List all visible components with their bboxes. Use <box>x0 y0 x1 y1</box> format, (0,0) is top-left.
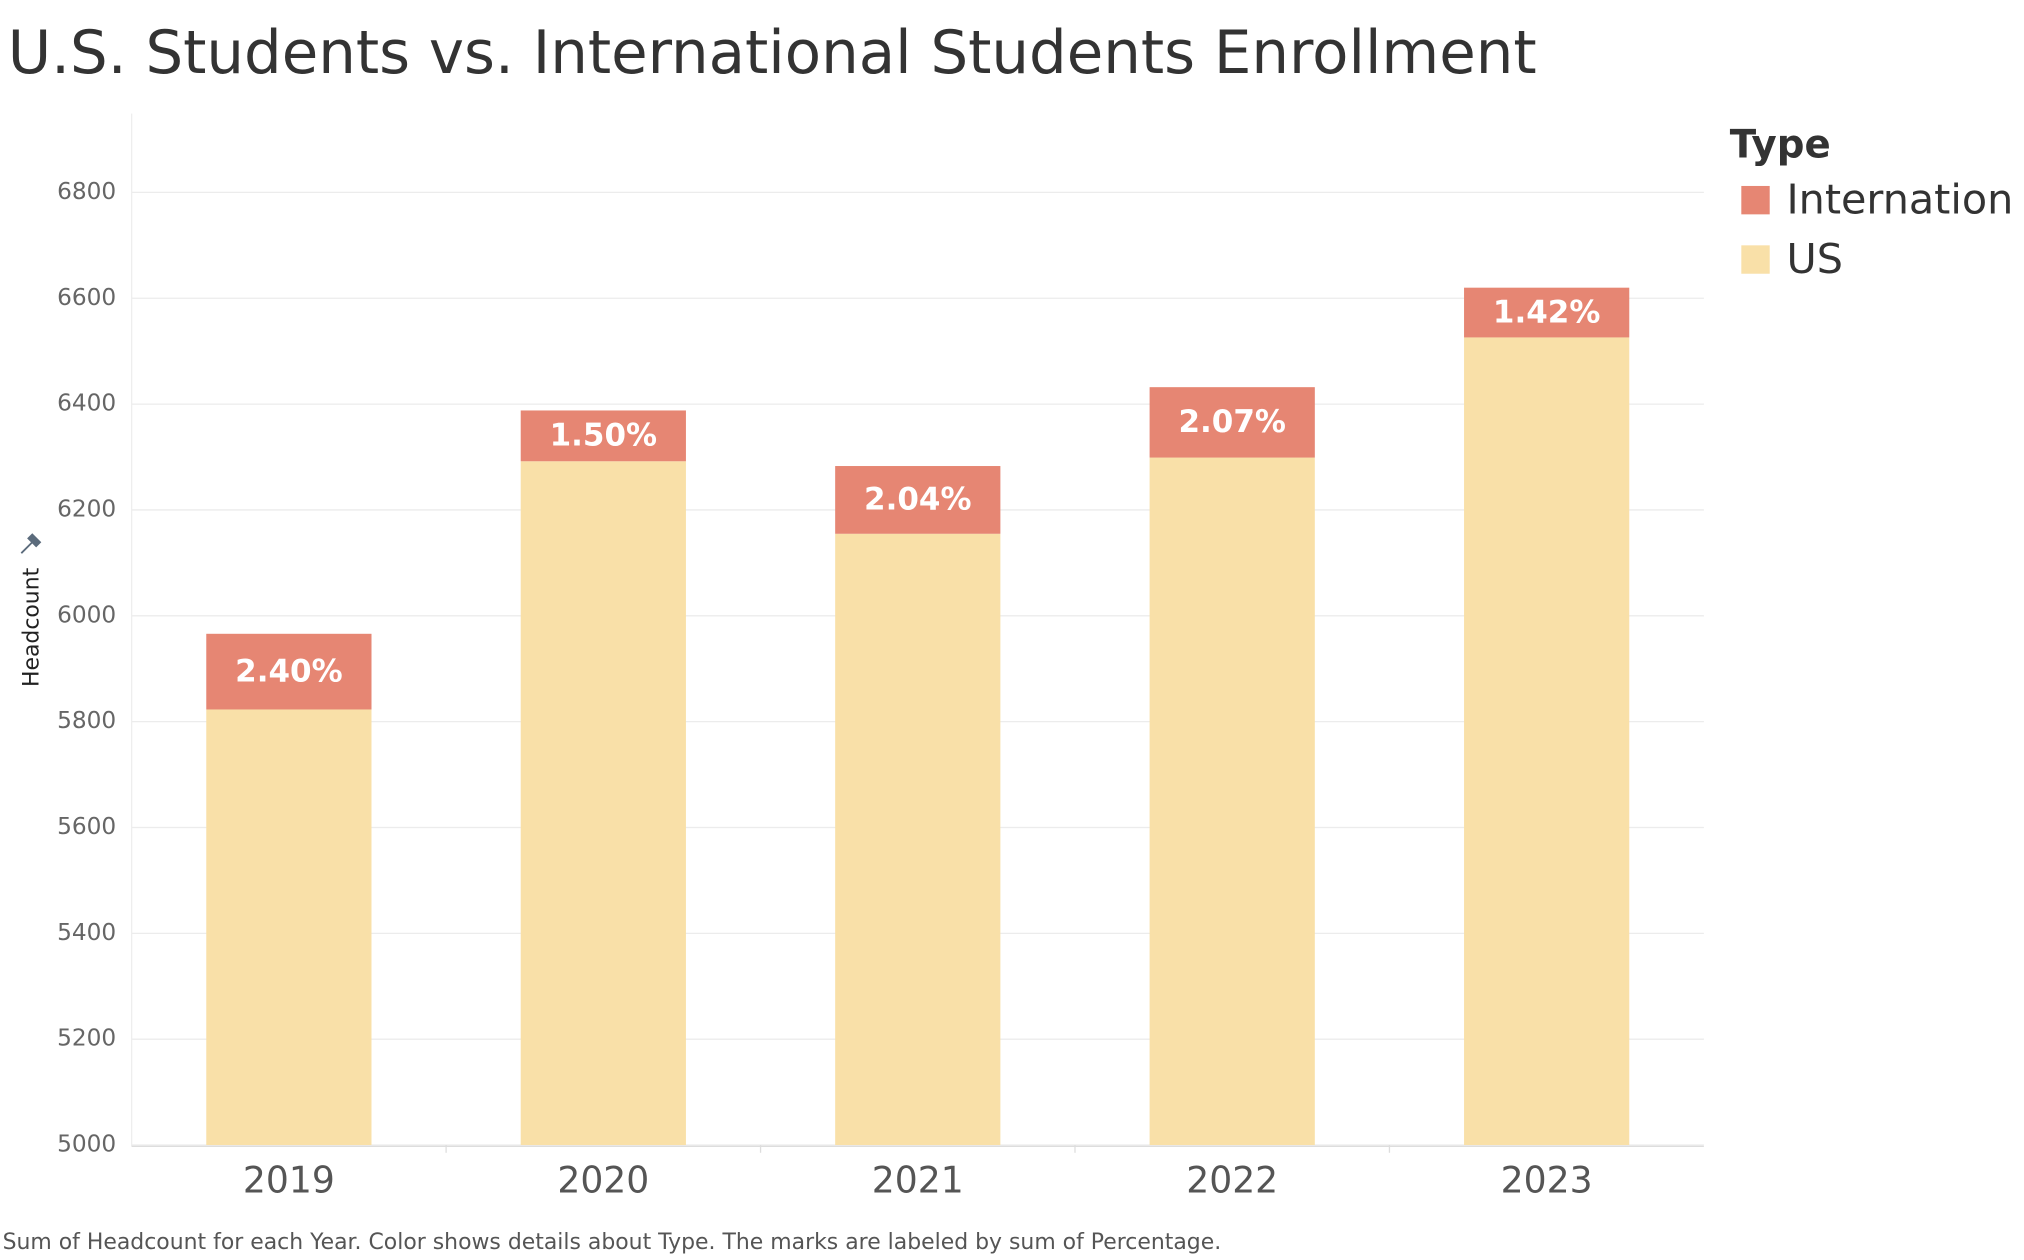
y-tick-label: 5200 <box>57 1025 116 1052</box>
y-tick-label: 6400 <box>57 390 116 417</box>
bar-segment <box>1149 457 1315 1146</box>
chart-title: U.S. Students vs. International Students… <box>8 19 1537 88</box>
bar-segment <box>520 410 686 462</box>
x-tick-label: 2021 <box>872 1158 964 1201</box>
y-tick-label: 6200 <box>57 495 116 522</box>
bar-segment <box>835 466 1001 534</box>
y-tick-label: 5800 <box>57 707 116 734</box>
data-label: 2.07% <box>1178 404 1285 440</box>
caption: Sum of Headcount for each Year. Color sh… <box>3 1230 1222 1255</box>
y-axis-label: Headcount <box>19 567 44 687</box>
y-tick-label: 5000 <box>57 1131 116 1158</box>
bar-segment <box>520 461 686 1146</box>
y-tick-label: 5600 <box>57 813 116 840</box>
y-tick-label: 6800 <box>57 178 116 205</box>
legend-label: Internation <box>1786 176 2013 224</box>
bar-segment <box>1149 387 1315 458</box>
legend-label: US <box>1786 235 1842 283</box>
data-label: 2.04% <box>864 482 971 518</box>
x-tick-label: 2023 <box>1501 1158 1593 1201</box>
data-label: 1.50% <box>550 418 657 454</box>
legend-swatch <box>1741 185 1770 215</box>
y-tick-label: 5400 <box>57 919 116 946</box>
legend-swatch <box>1741 245 1770 274</box>
bar-segment <box>1464 337 1630 1146</box>
legend-title: Type <box>1730 123 1831 168</box>
data-label: 1.42% <box>1493 294 1600 330</box>
pin-icon <box>20 533 42 554</box>
x-tick-label: 2019 <box>243 1158 335 1201</box>
y-tick-label: 6600 <box>57 284 116 311</box>
bar-segment <box>206 709 372 1146</box>
bar-segment <box>206 633 372 710</box>
x-tick-label: 2020 <box>557 1158 649 1201</box>
y-tick-label: 6000 <box>57 601 116 628</box>
data-label: 2.40% <box>235 653 342 689</box>
x-tick-label: 2022 <box>1186 1158 1278 1201</box>
bar-segment <box>835 533 1001 1146</box>
bar-segment <box>1464 287 1630 338</box>
